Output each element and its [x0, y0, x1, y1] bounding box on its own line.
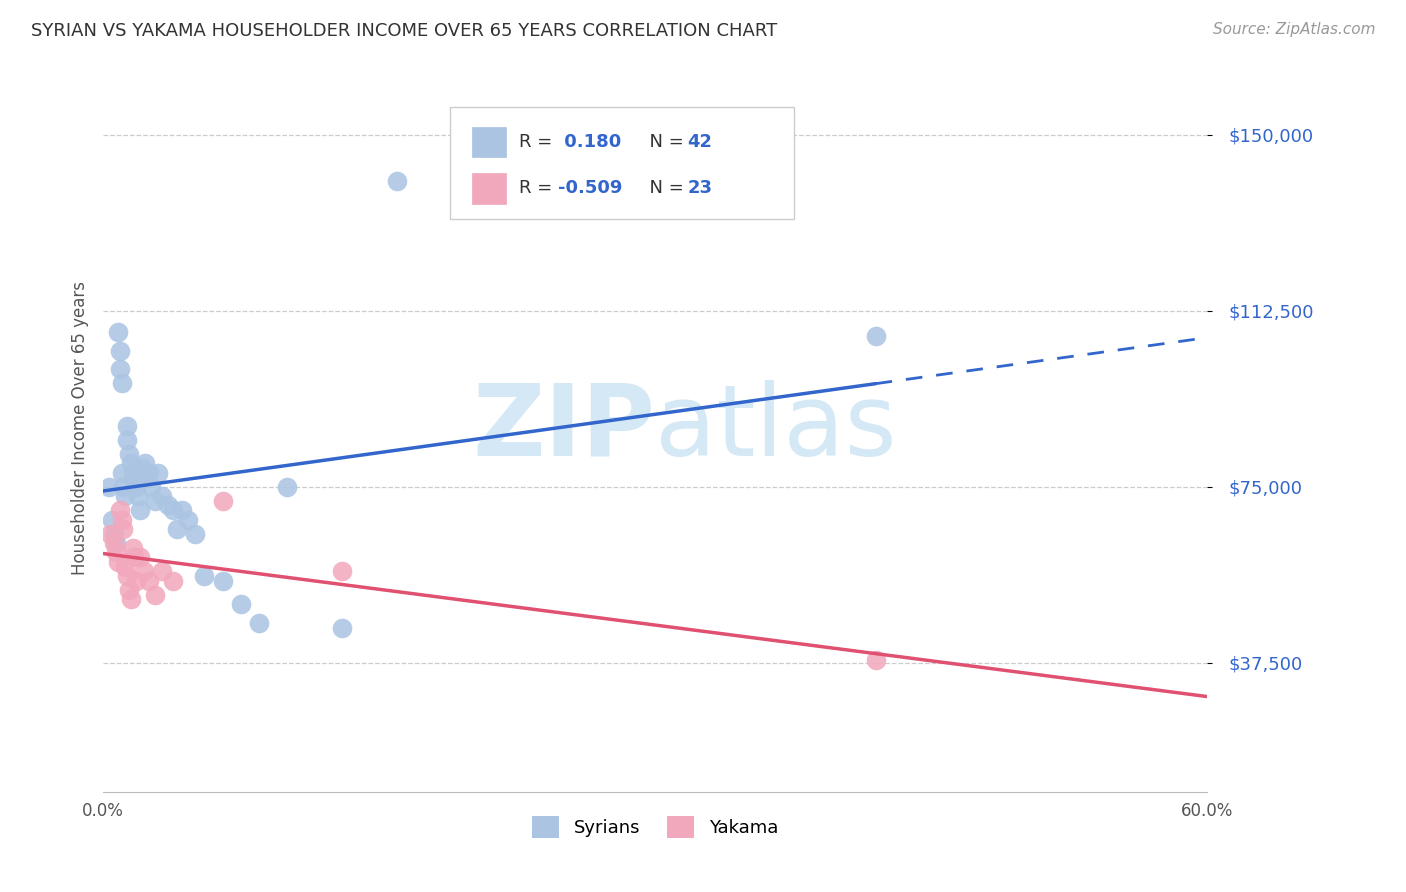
Point [114, 489, 136, 503]
Point [276, 480, 298, 494]
Point [110, 512, 132, 526]
Text: R =: R = [519, 179, 558, 197]
Point [105, 536, 128, 550]
Point [125, 480, 148, 494]
Point [211, 574, 233, 588]
Point [107, 325, 129, 339]
Y-axis label: Householder Income Over 65 years: Householder Income Over 65 years [72, 281, 89, 575]
Point [150, 564, 173, 578]
Text: N =: N = [638, 133, 690, 152]
Point [229, 597, 252, 611]
Point [865, 329, 887, 343]
Point [118, 447, 141, 461]
Point [112, 480, 135, 494]
Point [249, 615, 271, 630]
Text: 0.180: 0.180 [558, 133, 621, 152]
Text: ZIP: ZIP [472, 379, 655, 476]
Point [120, 592, 142, 607]
Point [115, 433, 138, 447]
Point [103, 536, 125, 550]
Text: atlas: atlas [655, 379, 897, 476]
Point [118, 582, 141, 597]
Text: N =: N = [638, 179, 690, 197]
Text: R =: R = [519, 133, 558, 152]
Point [105, 545, 128, 559]
Point [125, 574, 148, 588]
Text: Source: ZipAtlas.com: Source: ZipAtlas.com [1212, 22, 1375, 37]
Point [131, 461, 153, 475]
Point [129, 503, 152, 517]
Point [120, 456, 142, 470]
Text: 23: 23 [688, 179, 713, 197]
Point [103, 526, 125, 541]
Point [193, 569, 215, 583]
Point [143, 493, 166, 508]
Point [108, 503, 131, 517]
Point [166, 522, 188, 536]
Point [114, 559, 136, 574]
Text: 42: 42 [688, 133, 713, 152]
Point [108, 362, 131, 376]
Point [387, 174, 409, 188]
Point [156, 499, 179, 513]
Point [177, 512, 200, 526]
Point [172, 503, 194, 517]
Point [121, 466, 143, 480]
Point [162, 503, 184, 517]
Point [112, 522, 135, 536]
Point [184, 526, 207, 541]
Point [148, 466, 170, 480]
Point [138, 466, 160, 480]
Text: SYRIAN VS YAKAMA HOUSEHOLDER INCOME OVER 65 YEARS CORRELATION CHART: SYRIAN VS YAKAMA HOUSEHOLDER INCOME OVER… [31, 22, 778, 40]
Point [132, 564, 155, 578]
Point [162, 574, 184, 588]
Point [143, 588, 166, 602]
Point [110, 466, 132, 480]
Point [138, 574, 160, 588]
Point [115, 569, 138, 583]
Point [107, 555, 129, 569]
Text: -0.509: -0.509 [558, 179, 623, 197]
Point [121, 541, 143, 555]
Point [124, 475, 146, 489]
Point [108, 343, 131, 358]
Point [101, 512, 124, 526]
Point [127, 489, 149, 503]
Point [865, 653, 887, 667]
Point [134, 456, 156, 470]
Point [330, 564, 353, 578]
Point [139, 480, 162, 494]
Point [110, 376, 132, 391]
Point [97, 480, 120, 494]
Legend: Syrians, Yakama: Syrians, Yakama [524, 808, 785, 845]
Point [330, 621, 353, 635]
Point [150, 489, 173, 503]
Point [129, 550, 152, 565]
Point [124, 550, 146, 565]
Point [211, 493, 233, 508]
Point [115, 418, 138, 433]
Point [132, 470, 155, 484]
Point [100, 526, 122, 541]
